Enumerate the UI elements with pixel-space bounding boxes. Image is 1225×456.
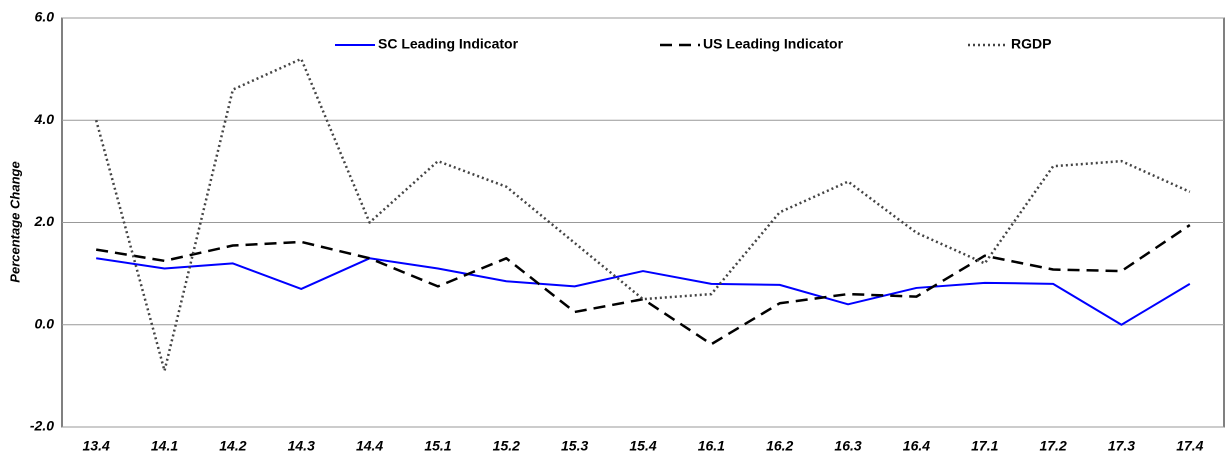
series-line [96, 257, 1191, 326]
x-tick-label: 16.1 [698, 438, 725, 454]
x-tick-label: 17.3 [1108, 438, 1135, 454]
y-tick-label: 0.0 [35, 315, 55, 331]
x-tick-label: 13.4 [83, 438, 110, 454]
x-tick-label: 16.3 [834, 438, 861, 454]
y-tick-label: 4.0 [34, 111, 55, 127]
legend-label: US Leading Indicator [703, 36, 844, 52]
x-tick-label: 14.2 [219, 438, 246, 454]
x-tick-label: 17.2 [1039, 438, 1066, 454]
y-axis-label: Percentage Change [7, 161, 22, 282]
y-tick-label: -2.0 [30, 418, 54, 434]
x-tick-label: 15.4 [629, 438, 656, 454]
x-tick-label: 14.3 [288, 438, 315, 454]
legend-label: SC Leading Indicator [378, 36, 519, 52]
x-tick-label: 17.1 [971, 438, 998, 454]
x-tick-label: 15.1 [424, 438, 451, 454]
x-tick-label: 15.3 [561, 438, 588, 454]
x-tick-label: 16.2 [766, 438, 793, 454]
legend-label: RGDP [1011, 36, 1051, 52]
x-tick-label: 14.4 [356, 438, 383, 454]
series-line [95, 224, 1191, 346]
x-tick-label: 16.4 [903, 438, 930, 454]
x-tick-label: 15.2 [493, 438, 520, 454]
x-tick-label: 17.4 [1176, 438, 1203, 454]
y-tick-label: 6.0 [35, 9, 55, 25]
x-tick-label: 14.1 [151, 438, 178, 454]
y-tick-label: 2.0 [34, 213, 55, 229]
series-line [94, 57, 1191, 373]
